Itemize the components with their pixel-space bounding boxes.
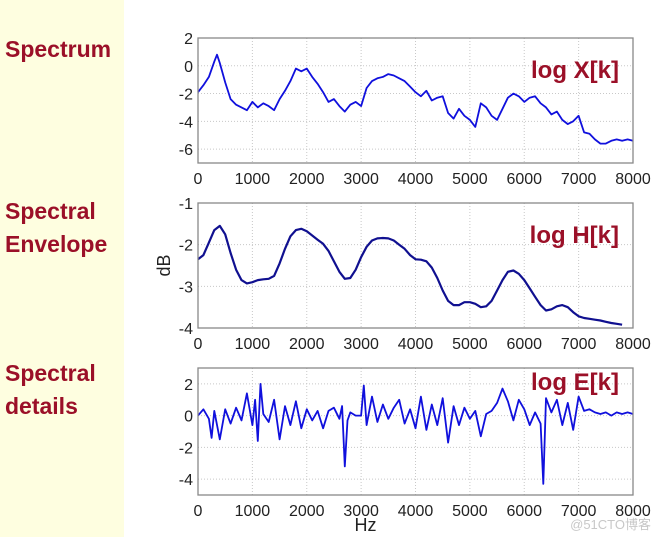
- x-tick-label: 4000: [398, 503, 434, 520]
- y-tick-label: 0: [184, 59, 193, 76]
- x-tick-label: 7000: [561, 503, 597, 520]
- x-tick-label: 8000: [615, 171, 651, 188]
- x-tick-label: 2000: [289, 336, 325, 353]
- x-tick-label: 7000: [561, 171, 597, 188]
- plot-annotation: log X[k]: [531, 57, 619, 84]
- x-tick-label: 4000: [398, 336, 434, 353]
- sidebar: [0, 0, 124, 537]
- label-spectral-details: Spectral details: [5, 360, 96, 419]
- x-tick-label: 3000: [343, 503, 379, 520]
- chart-2: 0 1000 2000 3000 4000 5000 6000 7000 8000 -1 -2 -3 -…: [154, 196, 651, 353]
- x-tick-label: 3000: [343, 336, 379, 353]
- x-tick-label: 2000: [289, 171, 325, 188]
- y-tick-label: -3: [179, 279, 193, 296]
- x-tick-label: 2000: [289, 503, 325, 520]
- y-tick-label: 2: [184, 377, 193, 394]
- x-tick-label: 0: [194, 503, 203, 520]
- y-tick-label: -2: [179, 87, 193, 104]
- x-tick-label: 1000: [235, 503, 271, 520]
- y-tick-label: -2: [179, 440, 193, 457]
- y-tick-label: -6: [179, 142, 193, 159]
- y-tick-label: -4: [179, 472, 193, 489]
- y-tick-label: 0: [184, 409, 193, 426]
- data-line: [197, 382, 634, 485]
- y-axis-label: dB: [154, 254, 174, 276]
- y-tick-label: -2: [179, 238, 193, 255]
- chart-3: 0 1000 2000 3000 4000 5000 6000 7000 8000 2 0 -2 -4 l…: [179, 367, 651, 535]
- watermark: @51CTO博客: [570, 517, 651, 532]
- y-tick-label: -1: [179, 196, 193, 213]
- data-line: [197, 53, 634, 145]
- chart-1: 0 1000 2000 3000 4000 5000 6000 7000 8000 2 0 -2 -4 -…: [179, 31, 651, 188]
- plot-annotation: log E[k]: [531, 369, 619, 396]
- label-spectrum: Spectrum: [5, 36, 112, 62]
- x-tick-label: 8000: [615, 336, 651, 353]
- x-tick-label: 3000: [343, 171, 379, 188]
- plot-annotation: log H[k]: [530, 222, 619, 249]
- y-tick-label: -4: [179, 321, 193, 338]
- x-tick-label: 0: [194, 171, 203, 188]
- x-tick-label: 0: [194, 336, 203, 353]
- x-axis-label: Hz: [355, 515, 377, 535]
- data-line: [197, 224, 623, 326]
- y-tick-label: -4: [179, 114, 193, 131]
- label-spectral-envelope: Spectral Envelope: [5, 198, 108, 257]
- x-tick-label: 4000: [398, 171, 434, 188]
- x-tick-label: 5000: [452, 336, 488, 353]
- x-tick-label: 1000: [235, 336, 271, 353]
- x-tick-label: 6000: [506, 503, 542, 520]
- x-tick-label: 5000: [452, 171, 488, 188]
- x-tick-label: 5000: [452, 503, 488, 520]
- x-tick-label: 7000: [561, 336, 597, 353]
- x-tick-label: 6000: [506, 171, 542, 188]
- y-tick-label: 2: [184, 31, 193, 48]
- x-tick-label: 1000: [235, 171, 271, 188]
- axes-box: [197, 37, 634, 164]
- axes-box: [197, 367, 634, 496]
- x-tick-label: 8000: [615, 503, 651, 520]
- axes-box: [197, 202, 634, 329]
- x-tick-label: 6000: [506, 336, 542, 353]
